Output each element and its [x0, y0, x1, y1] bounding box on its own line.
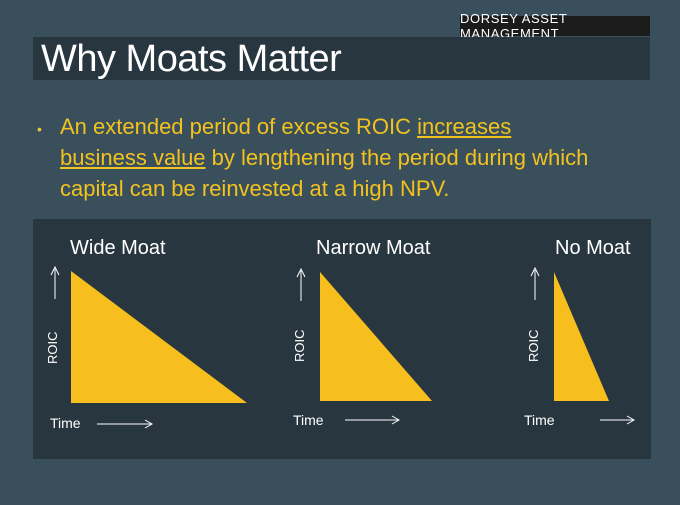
narrow-moat-diagram: Narrow Moat ROIC Time: [281, 219, 481, 459]
moat-title: Wide Moat: [70, 237, 166, 259]
narrow-moat-graphic: [296, 267, 432, 425]
no-moat-diagram: No Moat ROIC Time: [513, 219, 651, 459]
time-axis-label: Time: [524, 412, 555, 428]
moat-title: No Moat: [555, 237, 631, 259]
time-axis-label: Time: [293, 412, 324, 428]
no-moat-graphic: [530, 266, 636, 425]
wide-moat-graphic: [50, 265, 247, 429]
roic-arrowhead-icon: [296, 267, 306, 278]
bullet-text: An extended period of excess ROIC increa…: [60, 111, 600, 204]
roic-triangle: [320, 272, 432, 401]
bullet-text-underlined: increases business value: [60, 114, 512, 170]
moat-diagram-panel: Wide Moat ROIC Time Narrow Moat ROIC Tim…: [33, 219, 651, 459]
brand-label: DORSEY ASSET MANAGEMENT: [460, 11, 650, 41]
roic-axis-label: ROIC: [526, 329, 541, 363]
page-title: Why Moats Matter: [41, 38, 342, 80]
bullet-text-part2: by lengthening the period during which c…: [60, 145, 589, 201]
roic-arrowhead-icon: [50, 265, 60, 276]
time-arrowhead-icon: [144, 419, 154, 429]
roic-arrowhead-icon: [530, 266, 540, 277]
time-axis-label: Time: [50, 415, 81, 431]
moat-title: Narrow Moat: [316, 237, 431, 259]
title-bar: Why Moats Matter: [33, 37, 650, 80]
bullet-marker: •: [37, 121, 42, 137]
roic-axis-label: ROIC: [292, 329, 307, 363]
time-arrowhead-icon: [391, 415, 401, 425]
roic-triangle: [554, 272, 609, 401]
wide-moat-diagram: Wide Moat ROIC Time: [33, 219, 253, 459]
roic-axis-label: ROIC: [45, 331, 60, 365]
roic-triangle: [71, 271, 247, 403]
time-arrowhead-icon: [626, 415, 636, 425]
bullet-text-part1: An extended period of excess ROIC: [60, 114, 418, 139]
